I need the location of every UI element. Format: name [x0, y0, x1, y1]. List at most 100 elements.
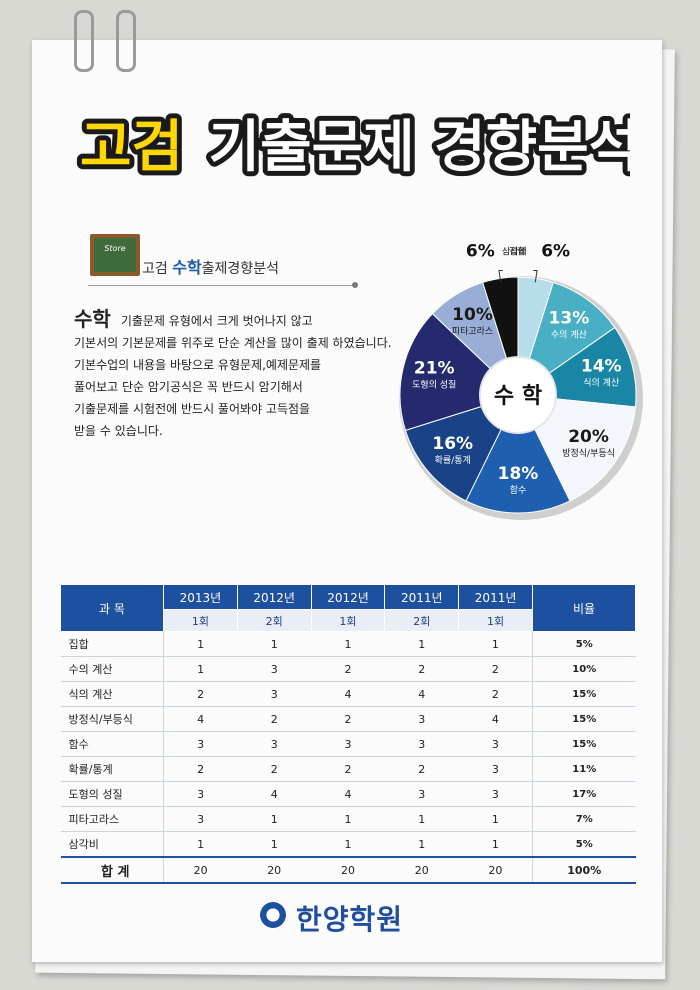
pie-pct-label: 14% [581, 356, 622, 376]
table-row: 집합 1 1 1 1 1 5% [60, 631, 636, 657]
subject-cell: 수의 계산 [60, 656, 164, 682]
pie-pct-label: 6% [541, 241, 570, 261]
analysis-line: 기출문제를 시험전에 반드시 풀어봐야 고득점을 [74, 402, 311, 416]
subject-cell: 집합 [60, 631, 164, 657]
total-row: 합 계 20 20 20 20 20 100% [60, 856, 636, 884]
pie-leader-line [533, 269, 538, 283]
subject-cell: 삼각비 [60, 831, 164, 858]
analysis-line: 수학 기출문제 유형에서 크게 벗어나지 않고 [74, 308, 404, 332]
year-header: 2012년 [236, 584, 312, 610]
count-cell: 1 [311, 631, 385, 657]
count-cell: 3 [458, 781, 533, 807]
subject-cell: 피타고라스 [60, 806, 164, 832]
count-cell: 3 [163, 731, 238, 757]
subject-cell: 함수 [60, 731, 164, 757]
title-accent-outline: 고검 [80, 115, 183, 180]
count-cell: 4 [458, 706, 533, 732]
round-header: 1회 [310, 609, 386, 632]
table-row: 삼각비 1 1 1 1 1 5% [60, 831, 636, 858]
exam-stats-table: 과 목 2013년 2012년 2012년 2011년 2011년 비율 1회 … [60, 584, 636, 884]
count-cell: 2 [311, 706, 385, 732]
year-header: 2011년 [384, 584, 460, 610]
pie-pct-label: 21% [414, 359, 455, 379]
round-header: 2회 [384, 609, 460, 632]
total-count-cell: 20 [384, 856, 459, 884]
analysis-text: 수학 기출문제 유형에서 크게 벗어나지 않고 기본서의 기본문제를 위주로 단순… [74, 308, 404, 442]
total-ratio-cell: 100% [532, 856, 636, 884]
subhead-divider-dot [352, 282, 358, 288]
ratio-cell: 15% [532, 681, 636, 707]
pie-slice-label: 수의 계산 [551, 329, 587, 341]
count-cell: 2 [311, 756, 385, 782]
pie-pct-label: 20% [568, 427, 609, 447]
count-cell: 1 [163, 656, 238, 682]
count-cell: 2 [163, 681, 238, 707]
table-subheader-row: 1회 2회 1회 2회 1회 [61, 609, 636, 632]
year-header: 2011년 [458, 584, 533, 610]
count-cell: 3 [163, 806, 238, 832]
pie-pct-label: 6% [466, 241, 495, 261]
table-row: 도형의 성질 3 4 4 3 3 17% [60, 781, 636, 807]
count-cell: 4 [384, 681, 459, 707]
ratio-cell: 15% [532, 731, 636, 757]
pie-pct-label: 13% [549, 309, 590, 329]
count-cell: 1 [458, 631, 533, 657]
ratio-cell: 5% [532, 831, 636, 858]
pie-leader-line [498, 269, 503, 283]
count-cell: 4 [311, 781, 385, 807]
round-header: 1회 [458, 609, 533, 632]
pie-slice-label: 방정식/부등식 [562, 448, 615, 459]
count-cell: 4 [311, 681, 385, 707]
total-label: 합 계 [60, 856, 164, 884]
count-cell: 1 [237, 831, 312, 858]
subhead-divider [88, 285, 356, 286]
ratio-cell: 15% [532, 706, 636, 732]
count-cell: 1 [237, 806, 312, 832]
count-cell: 2 [458, 656, 533, 682]
chalkboard-icon: Store [90, 234, 140, 276]
count-cell: 1 [311, 806, 385, 832]
count-cell: 3 [384, 731, 459, 757]
pie-slice-label: 집합 [509, 245, 526, 257]
round-header: 2회 [236, 609, 312, 632]
year-header: 2013년 [163, 584, 238, 610]
pie-chart-svg: 6% 집합 13%수의 계산 14%식의 계산 20%방정식/부등식 18%함수 16%확률… [399, 241, 643, 520]
table-row: 확률/통계 2 2 2 2 3 11% [60, 756, 636, 782]
count-cell: 2 [384, 656, 459, 682]
pie-pct-label: 18% [498, 464, 539, 484]
ratio-cell: 11% [532, 756, 636, 782]
academy-logo: 한양학원 [258, 896, 458, 936]
count-cell: 4 [163, 706, 238, 732]
table-header-row: 과 목 2013년 2012년 2012년 2011년 2011년 비율 [60, 584, 636, 632]
subhead-text: 고검 수학출제경향분석 [142, 254, 279, 278]
analysis-line: 받을 수 있습니다. [74, 424, 163, 438]
title-rest-outline: 기출문제 경향분석 [209, 115, 630, 180]
subhead-suffix: 출제경향분석 [201, 261, 279, 277]
total-count-cell: 20 [311, 856, 385, 884]
ratio-cell: 7% [532, 806, 636, 832]
analysis-line: 기본수업의 내용을 바탕으로 유형문제,예제문제를 [74, 358, 322, 372]
count-cell: 3 [384, 706, 459, 732]
academy-emblem-icon [258, 900, 288, 930]
ratio-cell: 17% [532, 781, 636, 807]
subhead-prefix: 고검 [142, 261, 168, 277]
count-cell: 4 [237, 781, 312, 807]
total-count-cell: 20 [237, 856, 312, 884]
pie-pct-label: 16% [432, 434, 473, 454]
pie-slice [517, 394, 636, 502]
count-cell: 3 [458, 756, 533, 782]
count-cell: 1 [384, 806, 459, 832]
ratio-header: 비율 [532, 584, 636, 632]
table-row: 식의 계산 2 3 4 4 2 15% [60, 681, 636, 707]
title-accent: 고검 [80, 115, 183, 180]
pie-slice-label: 확률/통계 [435, 454, 471, 466]
table-row: 수의 계산 1 3 2 2 2 10% [60, 656, 636, 682]
ratio-cell: 5% [532, 631, 636, 657]
round-header: 1회 [163, 609, 238, 632]
table-row: 방정식/부등식 4 2 2 3 4 15% [60, 706, 636, 732]
count-cell: 1 [458, 806, 533, 832]
analysis-line: 풀어보고 단순 암기공식은 꼭 반드시 암기해서 [74, 380, 303, 394]
pie-center-label: 수 학 [494, 384, 542, 409]
count-cell: 1 [458, 831, 533, 858]
count-cell: 1 [384, 631, 459, 657]
